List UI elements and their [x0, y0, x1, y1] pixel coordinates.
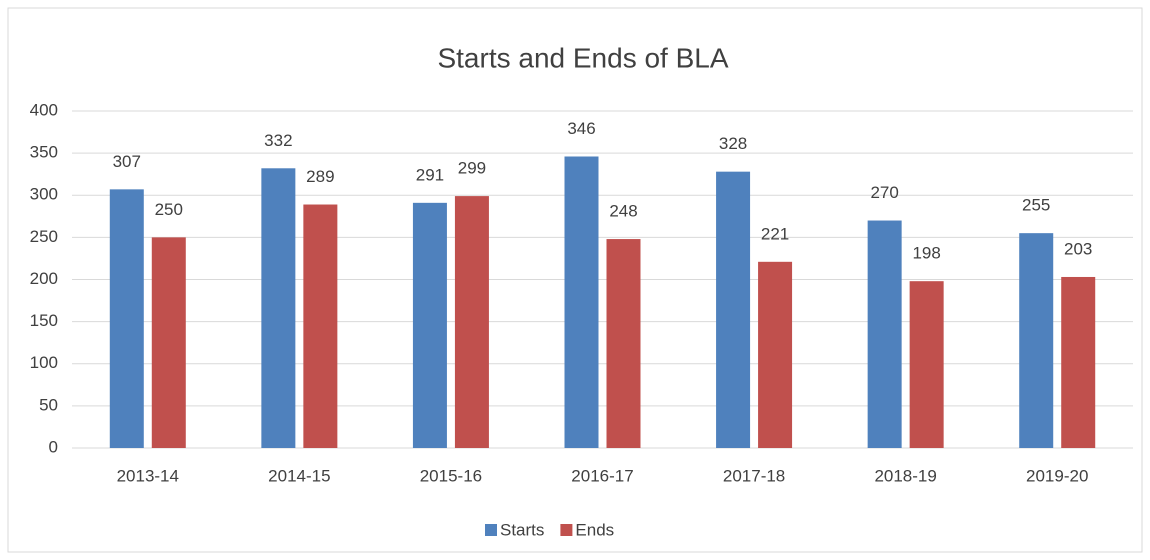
legend-label: Starts: [500, 520, 544, 539]
bar: [1061, 276, 1096, 448]
data-label: 203: [1064, 239, 1092, 258]
y-tick-label: 50: [39, 395, 58, 414]
bar: [867, 220, 902, 448]
y-tick-label: 350: [30, 143, 58, 162]
data-label: 221: [761, 224, 789, 243]
legend-swatch: [560, 524, 573, 536]
bar: [716, 171, 751, 448]
data-label: 328: [719, 134, 747, 153]
legend-label: Ends: [575, 520, 614, 539]
data-label: 255: [1022, 196, 1050, 215]
bar: [1019, 233, 1054, 448]
bar: [109, 189, 144, 449]
data-label: 270: [870, 183, 898, 202]
x-tick-label: 2013-14: [117, 466, 179, 485]
y-tick-label: 250: [30, 227, 58, 246]
bar: [261, 168, 296, 449]
x-tick-label: 2014-15: [268, 466, 330, 485]
data-label: 250: [155, 200, 183, 219]
y-tick-label: 200: [30, 269, 58, 288]
data-label: 289: [306, 167, 334, 186]
y-tick-label: 300: [30, 185, 58, 204]
y-tick-label: 100: [30, 353, 58, 372]
bar: [909, 281, 944, 448]
bar: [564, 156, 599, 448]
x-tick-label: 2017-18: [723, 466, 785, 485]
x-tick-label: 2018-19: [874, 466, 936, 485]
x-tick-label: 2015-16: [420, 466, 482, 485]
bar: [454, 196, 489, 448]
data-label: 346: [567, 119, 595, 138]
y-tick-label: 150: [30, 311, 58, 330]
data-label: 248: [609, 202, 637, 221]
bar: [151, 237, 186, 448]
bar: [606, 239, 641, 448]
x-tick-label: 2016-17: [571, 466, 633, 485]
data-label: 291: [416, 165, 444, 184]
legend-swatch: [485, 524, 497, 536]
data-label: 332: [264, 131, 292, 150]
chart-title: Starts and Ends of BLA: [437, 42, 728, 73]
bar: [412, 202, 447, 448]
x-tick-label: 2019-20: [1026, 466, 1088, 485]
data-label: 307: [113, 152, 141, 171]
bar: [303, 204, 338, 448]
bar: [758, 261, 793, 448]
data-label: 299: [458, 159, 486, 178]
data-label: 198: [912, 244, 940, 263]
y-tick-label: 0: [49, 437, 58, 456]
y-tick-label: 400: [30, 100, 58, 119]
